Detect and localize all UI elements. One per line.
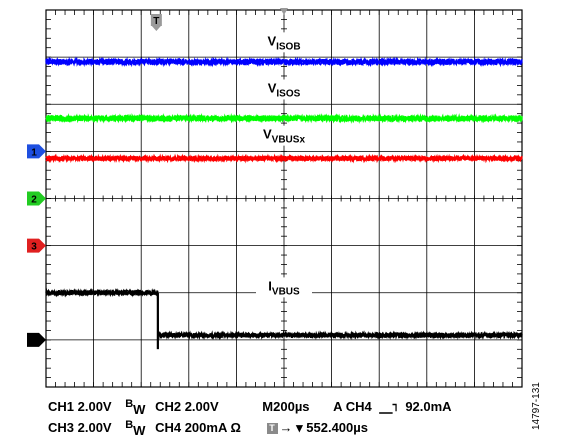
bandwidth-limit-1: BW — [125, 398, 146, 417]
channel-marker-1 — [27, 144, 46, 159]
trace-label-ch4: IVBUS — [268, 278, 300, 297]
trace-label-background — [256, 32, 312, 53]
trigger-time-pointer — [151, 26, 161, 31]
trace-label-background — [256, 277, 312, 298]
trigger-slope-icon: ⎽⌉ — [379, 399, 400, 414]
readout-row-1: CH1 2.00V BW CH2 2.00V M200µs A CH4 ⎽⌉ 9… — [48, 398, 452, 417]
graticule — [45, 9, 523, 388]
channel-marker-3 — [27, 238, 46, 253]
timebase: M200µs — [262, 399, 310, 414]
channel-marker-4 — [27, 332, 46, 347]
trace-label-ch2: VISOS — [268, 80, 301, 99]
center-position-marker — [280, 8, 288, 15]
trigger-level: 92.0mA — [405, 399, 452, 414]
channel-marker-label-2: 2 — [31, 195, 37, 206]
ch2-scale: CH2 2.00V — [155, 399, 219, 414]
trace-labels: VISOB VISOS VVBUSx IVBUS — [252, 32, 316, 298]
channel-marker-label-1: 1 — [31, 147, 37, 158]
readout-row-2: CH3 2.00V BW CH4 200mA Ω T → ▾ 552.400µs — [48, 419, 368, 438]
trace-ch2 — [45, 113, 523, 124]
channel-marker-label-4: 4 — [31, 336, 37, 347]
figure-id: 14797-131 — [531, 382, 542, 430]
ch1-scale: CH1 2.00V — [48, 399, 112, 414]
trace-label-ch3: VVBUSx — [263, 127, 305, 146]
ch3-scale: CH3 2.00V — [48, 420, 112, 435]
trace-label-ch1: VISOB — [267, 33, 300, 52]
trigger-position: T → ▾ 552.400µs — [266, 420, 368, 435]
trace-ch1 — [45, 56, 523, 68]
trace-layer — [45, 56, 523, 350]
trigger-icon: T — [266, 423, 278, 435]
trace-ch4 — [45, 287, 523, 341]
trace-ch3 — [45, 153, 523, 164]
trace-label-background — [252, 125, 316, 146]
bandwidth-limit-3: BW — [125, 419, 146, 438]
trigger-position-marker: T — [150, 8, 288, 31]
trigger-time-label: T — [153, 16, 159, 27]
channel-markers: 1 2 3 4 — [27, 144, 46, 347]
trigger-time-marker — [150, 14, 162, 26]
trigger-source: A CH4 — [333, 399, 372, 414]
channel-marker-label-3: 3 — [31, 242, 37, 253]
channel-marker-2 — [27, 191, 46, 206]
trace-label-background — [256, 79, 312, 100]
ch4-scale: CH4 200mA Ω — [155, 420, 241, 435]
